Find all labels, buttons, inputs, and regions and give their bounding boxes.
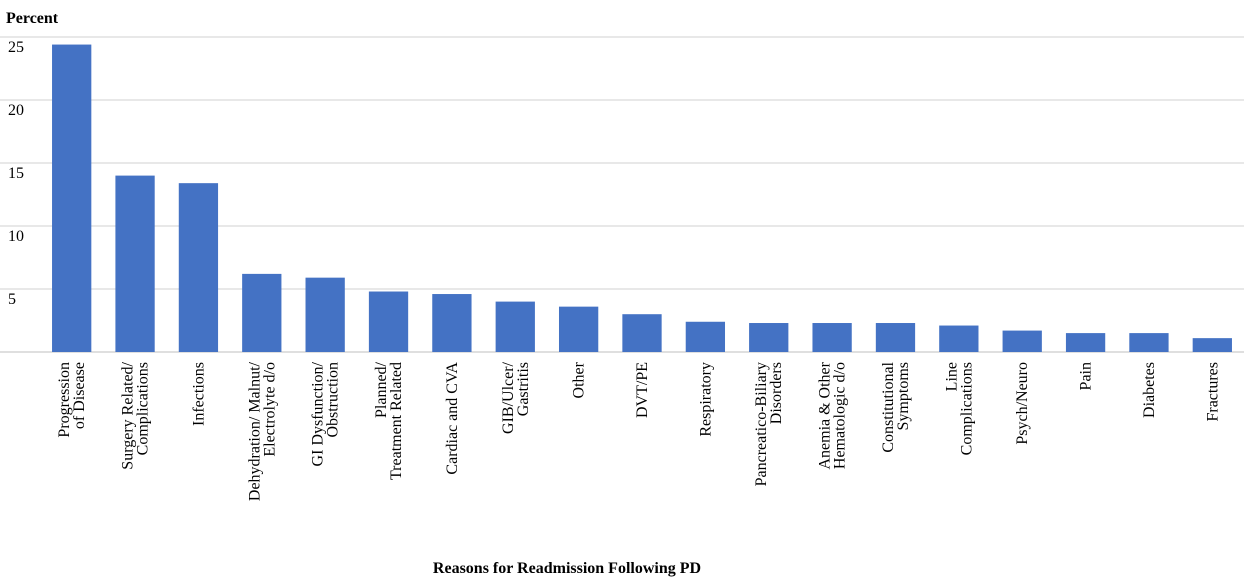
x-tick-label: Psych/Neuro <box>1014 362 1031 445</box>
bar <box>558 306 599 352</box>
y-tick-label: 10 <box>8 228 24 245</box>
x-tick-label: Other <box>571 361 588 398</box>
x-tick-label: DVT/PE <box>634 362 651 418</box>
bar <box>368 291 409 352</box>
x-tick-label: Cardiac and CVA <box>444 362 461 475</box>
x-tick-label: Progressionof Disease <box>56 362 88 438</box>
bar <box>432 294 472 352</box>
bar <box>1192 338 1232 352</box>
x-tick-label: Anemia & OtherHematologic d/o <box>817 361 849 469</box>
x-tick-label: Fractures <box>1204 362 1221 422</box>
bar <box>52 44 92 353</box>
bar <box>1002 330 1042 352</box>
bar <box>812 323 852 352</box>
x-tick-label: GI Dysfunction/Obstruction <box>310 361 342 466</box>
bar <box>685 321 726 352</box>
x-tick-label: Dehydration/ Malnut/Electrolyte d/o <box>246 361 278 501</box>
x-tick-label: Surgery Related/Complications <box>120 361 152 469</box>
bar <box>178 183 219 352</box>
bar <box>749 323 789 352</box>
x-tick-label: Pancreatico-BiliaryDisorders <box>753 362 785 486</box>
y-tick-label: 25 <box>8 39 24 56</box>
x-tick-label: ConstitutionalSymptoms <box>880 361 912 452</box>
bar <box>242 273 282 352</box>
bar <box>305 277 345 352</box>
bar <box>495 301 535 352</box>
bar <box>1065 333 1106 352</box>
x-axis-title: Reasons for Readmission Following PD <box>433 560 701 577</box>
bar <box>875 323 916 352</box>
bar <box>622 314 662 352</box>
x-tick-label: LineComplications <box>943 362 975 455</box>
x-tick-label: Pain <box>1078 362 1095 390</box>
x-tick-label: Infections <box>190 362 207 426</box>
x-tick-label: Diabetes <box>1141 362 1158 418</box>
x-tick-label: Planned/Treatment Related <box>373 361 405 480</box>
x-tick-label: Respiratory <box>697 362 714 437</box>
y-tick-label: 15 <box>8 165 24 182</box>
bar <box>1129 333 1169 352</box>
y-tick-label: 20 <box>8 102 24 119</box>
chart-title: Percent <box>6 10 59 27</box>
bar <box>939 325 979 352</box>
x-tick-label: GIB/Ulcer/Gastritis <box>500 361 532 434</box>
bar <box>115 175 155 352</box>
y-tick-label: 5 <box>8 291 16 308</box>
